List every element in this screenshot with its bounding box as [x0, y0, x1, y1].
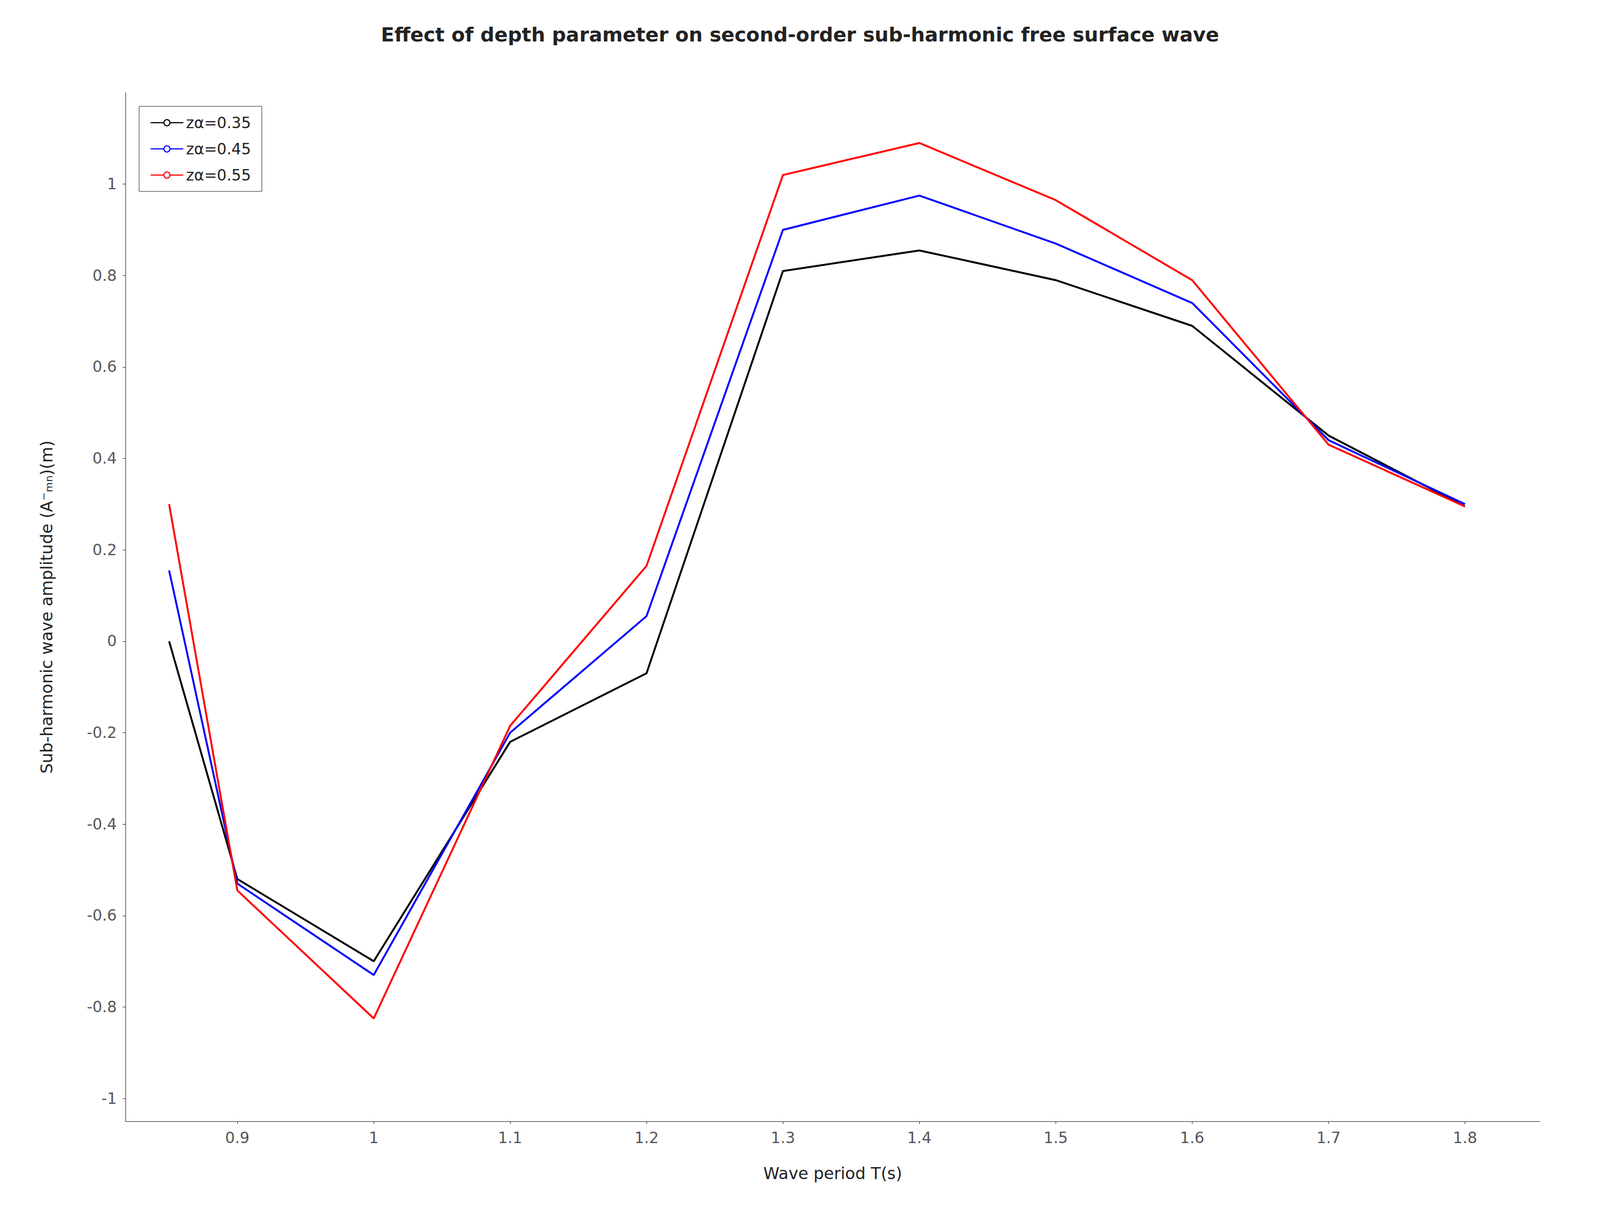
svg-text:1: 1	[368, 1129, 379, 1148]
svg-text:0.4: 0.4	[92, 449, 117, 468]
svg-text:-0.4: -0.4	[86, 815, 117, 834]
svg-text:1.4: 1.4	[907, 1129, 932, 1148]
svg-text:zα=0.35: zα=0.35	[186, 114, 251, 133]
svg-text:1.8: 1.8	[1452, 1129, 1478, 1148]
svg-text:0.9: 0.9	[225, 1129, 250, 1148]
svg-text:-0.6: -0.6	[86, 906, 117, 925]
svg-text:Sub-harmonic wave amplitude (A: Sub-harmonic wave amplitude (A⁻ₘₙ)(m)	[37, 440, 57, 775]
svg-text:-0.8: -0.8	[86, 998, 117, 1017]
svg-text:1.3: 1.3	[770, 1129, 796, 1148]
svg-text:0.6: 0.6	[92, 357, 117, 376]
svg-text:0.2: 0.2	[92, 541, 117, 560]
svg-text:1.7: 1.7	[1316, 1129, 1341, 1148]
svg-text:1.1: 1.1	[498, 1129, 523, 1148]
svg-text:1.2: 1.2	[634, 1129, 659, 1148]
svg-text:zα=0.55: zα=0.55	[186, 166, 251, 185]
svg-text:Effect of depth parameter on s: Effect of depth parameter on second-orde…	[380, 23, 1219, 46]
svg-text:1.6: 1.6	[1179, 1129, 1205, 1148]
svg-text:1: 1	[106, 175, 117, 194]
svg-text:Wave period T(s): Wave period T(s)	[763, 1164, 902, 1184]
svg-text:zα=0.45: zα=0.45	[186, 140, 251, 159]
svg-text:-0.2: -0.2	[86, 723, 117, 742]
svg-text:1.5: 1.5	[1043, 1129, 1069, 1148]
svg-text:-1: -1	[101, 1089, 117, 1108]
svg-text:0.8: 0.8	[92, 266, 117, 285]
svg-text:0: 0	[106, 632, 117, 651]
